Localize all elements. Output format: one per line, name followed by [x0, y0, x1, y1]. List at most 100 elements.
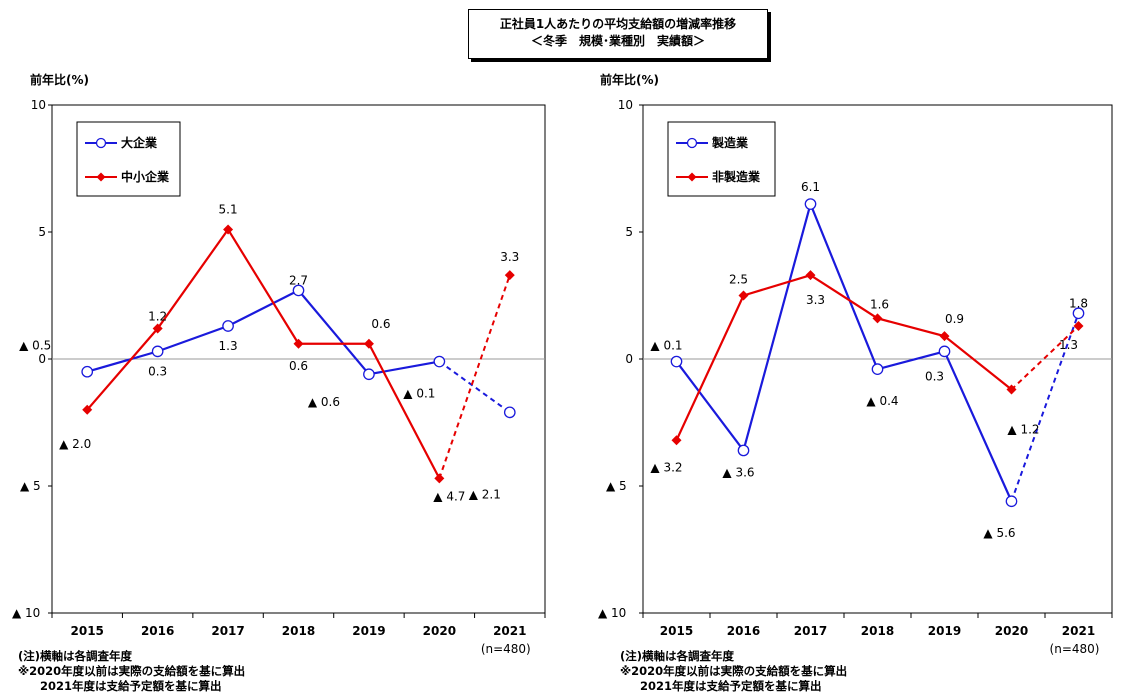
chart-2-series-1-point	[871, 363, 884, 376]
chart-2-series-1-point	[1005, 495, 1018, 508]
chart-2-y-tick-label: ▲ 5	[606, 479, 627, 493]
chart-1-series-1-line	[86, 289, 440, 376]
chart-1-series-1-forecast-line	[438, 360, 511, 414]
chart-1-legend-label: 大企業	[121, 135, 158, 150]
chart-1-series-2-data-label: ▲ 4.7	[433, 489, 465, 503]
chart-2-series-1-point	[938, 345, 951, 358]
chart-1-series-1-point	[433, 355, 446, 368]
chart-2-y-tick-label: 0	[625, 352, 633, 366]
chart-2-x-tick-label: 2019	[928, 624, 961, 638]
chart-2-series-2-data-label: 3.3	[806, 293, 825, 307]
chart-2-sample-size: (n=480)	[1050, 642, 1100, 656]
chart-2-note-3: 2021年度は支給予定額を基に算出	[640, 679, 822, 693]
chart-2-series-1-point	[804, 198, 817, 210]
chart-1-x-tick-label: 2019	[352, 624, 385, 638]
chart-1-series-1-data-label: ▲ 0.5	[19, 339, 51, 353]
chart-2-series-2-data-label: ▲ 1.2	[1007, 422, 1039, 436]
chart-2-series-2-point	[738, 290, 749, 301]
chart-2-x-tick-label: 2021	[1062, 624, 1095, 638]
chart-2-series-2-data-label: 1.3	[1059, 338, 1078, 352]
page-title-box: 正社員1人あたりの平均支給額の増減率推移 ＜冬季 規模･業種別 実績額＞	[468, 9, 768, 59]
chart-2-x-tick-label: 2020	[995, 624, 1028, 638]
chart-2-x-tick-label: 2015	[660, 624, 693, 638]
chart-2-series-1-data-label: ▲ 3.6	[722, 465, 754, 479]
chart-1-x-tick-label: 2015	[71, 624, 104, 638]
chart-1-series-2-data-label: ▲ 2.0	[59, 437, 91, 451]
chart-1-series-2-data-label: 1.2	[148, 310, 167, 324]
chart-1-series-2-point	[293, 338, 304, 349]
chart-2-x-tick-label: 2018	[861, 624, 894, 638]
chart-1-series-2-point	[223, 224, 234, 235]
chart-1-series-2-forecast-line	[438, 274, 511, 479]
chart-1-series-2-data-label: 3.3	[500, 250, 519, 264]
chart-1-series-1-data-label: ▲ 2.1	[469, 487, 501, 501]
chart-1-y-axis-label: 前年比(%)	[30, 72, 89, 87]
chart-2-series-1-forecast-line	[1010, 312, 1080, 502]
chart-2-y-tick-label: 5	[625, 225, 633, 239]
chart-1-legend-swatch-marker	[96, 172, 106, 182]
chart-1-x-tick-label: 2021	[493, 624, 526, 638]
chart-2-series-1-data-label: 1.8	[1069, 296, 1088, 310]
chart-2-series-1-point	[670, 355, 683, 368]
chart-1-series-2-point	[504, 270, 515, 281]
chart-2-series-2-point	[805, 270, 816, 281]
chart-2-series-1-data-label: ▲ 0.4	[866, 394, 898, 408]
chart-2-series-1-data-label: ▲ 5.6	[983, 526, 1015, 540]
chart-1-x-tick-label: 2017	[211, 624, 244, 638]
chart-2-legend-swatch-marker	[687, 172, 697, 182]
chart-1-x-tick-label: 2020	[423, 624, 456, 638]
chart-1-note-1: (注)横軸は各調査年度	[18, 649, 133, 663]
chart-2-y-axis-label: 前年比(%)	[600, 72, 659, 87]
chart-1-legend	[76, 121, 181, 197]
chart-1-series-1-data-label: 2.7	[289, 273, 308, 287]
chart-1-series-1-data-label: ▲ 0.6	[308, 395, 340, 409]
chart-2-y-tick-label: 10	[618, 98, 633, 112]
chart-1-sample-size: (n=480)	[481, 642, 531, 656]
chart-2-legend-label: 製造業	[711, 135, 749, 150]
chart-1-y-tick-label: ▲ 5	[20, 479, 41, 493]
chart-1-series-2-point	[82, 404, 93, 415]
chart-1-series-1-data-label: 0.3	[148, 364, 167, 378]
chart-1-legend-swatch-marker	[95, 137, 107, 149]
chart-1-legend-label: 中小企業	[121, 169, 170, 184]
chart-2-series-1-data-label: 0.3	[925, 369, 944, 383]
chart-1-series-2-data-label: 0.6	[371, 317, 390, 331]
chart-1-series-1-point	[81, 365, 94, 378]
chart-1-x-tick-label: 2018	[282, 624, 315, 638]
chart-2-series-2-data-label: ▲ 3.2	[650, 460, 682, 474]
chart-2-note-1: (注)横軸は各調査年度	[620, 649, 735, 663]
chart-2-series-2-point	[939, 331, 950, 342]
chart-2-series-1-data-label: 6.1	[801, 180, 820, 194]
chart-2-legend	[667, 121, 776, 197]
chart-2-series-1-point	[1072, 307, 1085, 320]
chart-1-series-2-point	[363, 338, 374, 349]
chart-2-legend-label: 非製造業	[712, 169, 761, 184]
chart-1-series-1-point	[363, 368, 375, 381]
chart-2-series-2-point	[1073, 320, 1084, 331]
page-subtitle: ＜冬季 規模･業種別 実績額＞	[530, 34, 705, 48]
chart-1-series-2-line	[86, 227, 441, 479]
chart-1-series-1-point	[222, 320, 234, 332]
page-title: 正社員1人あたりの平均支給額の増減率推移	[499, 17, 737, 31]
chart-1-y-tick-label: ▲ 10	[12, 606, 40, 620]
chart-1-y-tick-label: 10	[31, 98, 46, 112]
chart-2-series-2-forecast-line	[1010, 325, 1080, 391]
chart-1-y-tick-label: 0	[38, 352, 46, 366]
chart-2-series-2-point	[872, 313, 883, 324]
chart-1-series-1-data-label: 1.3	[219, 339, 238, 353]
chart-1-note-3: 2021年度は支給予定額を基に算出	[40, 679, 222, 693]
chart-2-series-2-point	[1006, 384, 1017, 395]
chart-2-legend-swatch-marker	[686, 137, 698, 149]
chart-2-series-2-data-label: 2.5	[729, 273, 748, 287]
chart-1-series-2-point	[434, 473, 445, 484]
chart-2-series-2-point	[671, 435, 682, 446]
chart-2-note-2: ※2020年度以前は実際の支給額を基に算出	[620, 664, 848, 678]
chart-1-series-2-data-label: 0.6	[289, 359, 308, 373]
chart-2-series-2-line	[675, 273, 1013, 441]
chart-2-x-tick-label: 2016	[727, 624, 760, 638]
chart-2-series-2-data-label: 1.6	[870, 297, 889, 311]
chart-2-series-2-data-label: 0.9	[945, 312, 964, 326]
chart-1-series-2-point	[152, 323, 163, 334]
chart-2-x-tick-label: 2017	[794, 624, 827, 638]
